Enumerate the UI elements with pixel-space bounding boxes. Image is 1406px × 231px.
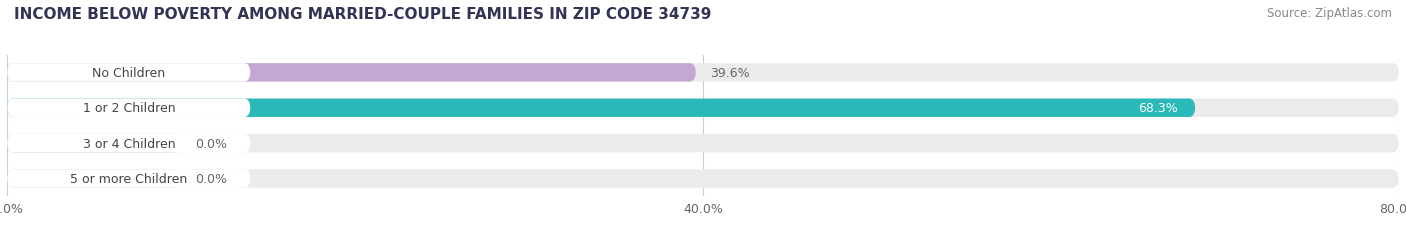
FancyBboxPatch shape [7,134,250,153]
Text: 0.0%: 0.0% [195,172,226,185]
FancyBboxPatch shape [7,64,696,82]
FancyBboxPatch shape [7,64,250,82]
FancyBboxPatch shape [7,64,1399,82]
Text: 1 or 2 Children: 1 or 2 Children [83,102,176,115]
FancyBboxPatch shape [7,134,181,153]
Text: 0.0%: 0.0% [195,137,226,150]
Text: 39.6%: 39.6% [710,67,749,79]
FancyBboxPatch shape [7,170,181,188]
FancyBboxPatch shape [7,170,1399,188]
FancyBboxPatch shape [7,134,1399,153]
Text: INCOME BELOW POVERTY AMONG MARRIED-COUPLE FAMILIES IN ZIP CODE 34739: INCOME BELOW POVERTY AMONG MARRIED-COUPL… [14,7,711,22]
FancyBboxPatch shape [7,99,1399,117]
Text: 5 or more Children: 5 or more Children [70,172,187,185]
Text: 3 or 4 Children: 3 or 4 Children [83,137,176,150]
Text: 68.3%: 68.3% [1139,102,1178,115]
FancyBboxPatch shape [7,99,1195,117]
Text: No Children: No Children [93,67,166,79]
FancyBboxPatch shape [7,170,250,188]
FancyBboxPatch shape [7,99,250,117]
Text: Source: ZipAtlas.com: Source: ZipAtlas.com [1267,7,1392,20]
